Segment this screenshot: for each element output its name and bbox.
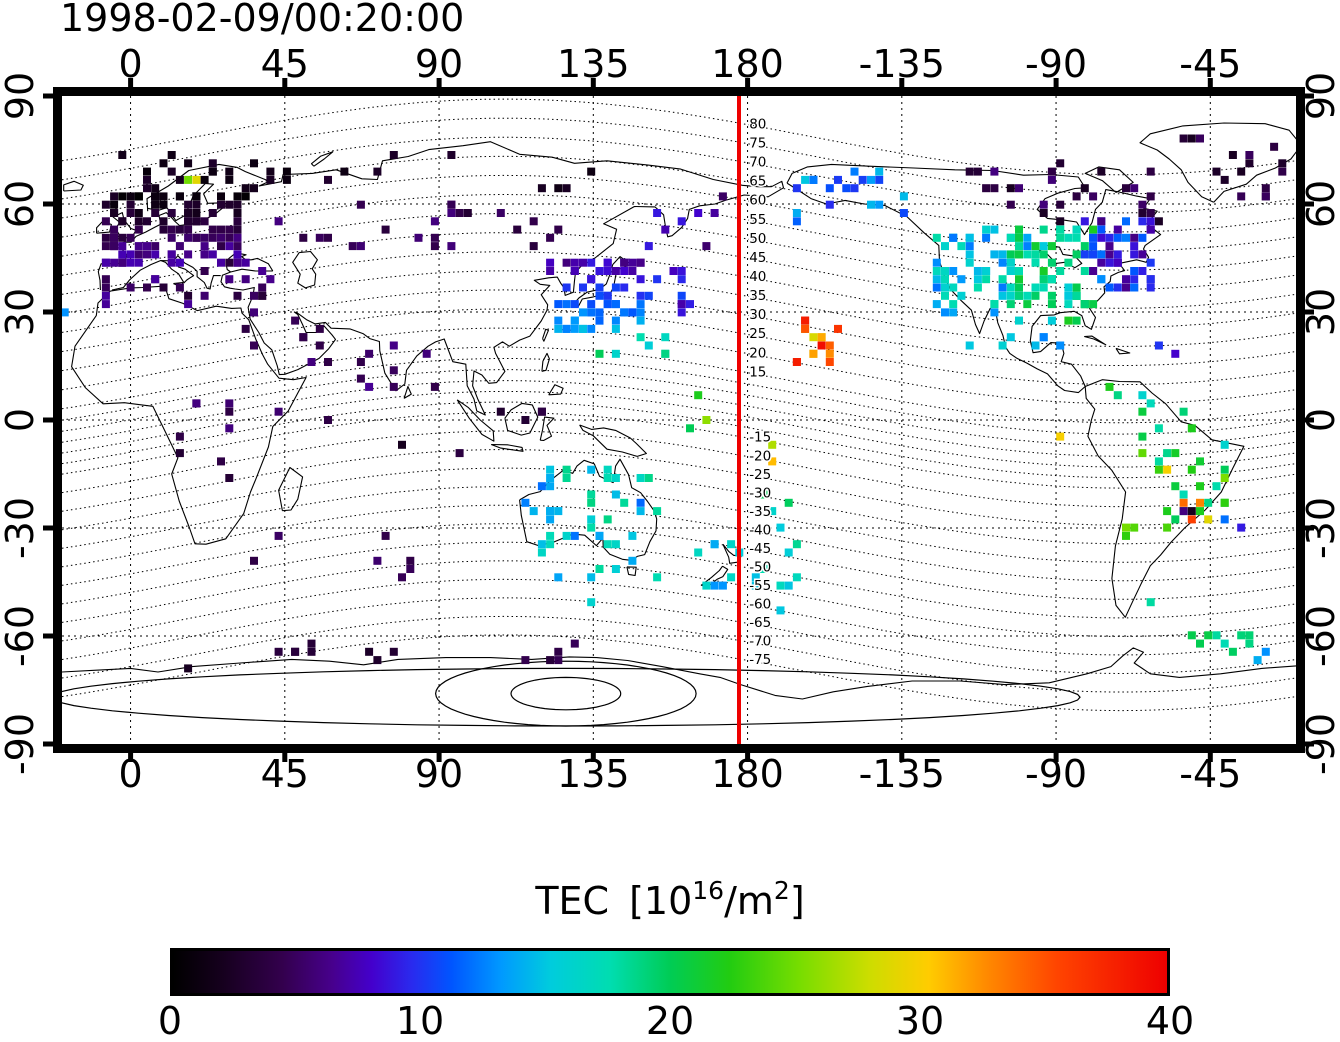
lon-tick-bottom-180: 180 (711, 752, 784, 796)
colorbar-tick-0: 0 (157, 999, 183, 1042)
plot-frame (53, 87, 1305, 753)
lat-tick-right--30: -30 (1299, 496, 1340, 560)
svg-text:-20: -20 (749, 448, 771, 464)
svg-text:30: 30 (749, 307, 766, 323)
lon-tick-top-180: 180 (711, 42, 784, 86)
lat-tick-right--60: -60 (1299, 604, 1340, 668)
tec-data-points (62, 134, 1287, 673)
lat-tick-left--30: -30 (0, 496, 42, 560)
svg-text:-60: -60 (749, 597, 771, 613)
lon-tick-top--135: -135 (858, 42, 945, 86)
lat-tick-left-0: 0 (0, 407, 42, 433)
colorbar-unit-exp2: 2 (773, 876, 790, 905)
plot-area: 80 75 70 65 60 55 50 45 40 35 30 25 20 15 -15 -20 -25 -30… (62, 96, 1296, 744)
svg-text:-40: -40 (749, 522, 771, 538)
lon-tick-top-135: 135 (557, 42, 630, 86)
contour-labels: 80 75 70 65 60 55 50 45 40 35 30 25 20 15 -15 -20 -25 -30… (748, 115, 773, 670)
lat-tick-right--90: -90 (1299, 712, 1340, 776)
svg-text:35: 35 (749, 288, 766, 304)
svg-text:-45: -45 (749, 541, 771, 557)
svg-text:-70: -70 (749, 634, 771, 650)
svg-text:60: 60 (749, 193, 766, 209)
colorbar-tick-10: 10 (395, 999, 445, 1042)
lat-tick-right-30: 30 (1299, 287, 1340, 337)
lat-tick-left-30: 30 (0, 287, 42, 337)
svg-text:-55: -55 (749, 578, 771, 594)
lon-tick-bottom-45: 45 (260, 752, 309, 796)
axis-tick-marks (43, 78, 1314, 762)
lon-tick-top-0: 0 (118, 42, 143, 86)
colorbar-title: TEC [1016/m2] (170, 878, 1170, 923)
colorbar-unit-mid: /m (724, 879, 774, 923)
svg-text:-50: -50 (749, 560, 771, 576)
colorbar-tick-40: 40 (1145, 999, 1195, 1042)
colorbar (170, 948, 1170, 996)
lon-tick-top--45: -45 (1179, 42, 1242, 86)
svg-text:-15: -15 (749, 430, 771, 446)
lon-tick-bottom--45: -45 (1179, 752, 1242, 796)
lat-tick-left-90: 90 (0, 71, 42, 121)
lon-tick-top--90: -90 (1025, 42, 1088, 86)
svg-text:50: 50 (749, 231, 766, 247)
colorbar-title-text: TEC (535, 879, 610, 923)
svg-text:-25: -25 (749, 467, 771, 483)
svg-text:15: 15 (749, 364, 766, 380)
polar-closed-contours (62, 660, 1081, 727)
lon-tick-bottom-0: 0 (118, 752, 143, 796)
coastlines (62, 122, 1296, 700)
svg-text:20: 20 (749, 345, 766, 361)
lon-tick-bottom-135: 135 (557, 752, 630, 796)
svg-text:45: 45 (749, 250, 766, 266)
svg-text:-65: -65 (749, 615, 771, 631)
svg-text:70: 70 (749, 155, 766, 171)
graticule-grid (62, 96, 1296, 744)
lat-tick-left--60: -60 (0, 604, 42, 668)
timestamp: 1998-02-09/00:20:00 (60, 0, 465, 40)
lat-tick-left-60: 60 (0, 179, 42, 229)
lat-tick-right-90: 90 (1299, 71, 1340, 121)
colorbar-tick-30: 30 (895, 999, 945, 1042)
lon-tick-top-90: 90 (414, 42, 464, 86)
svg-text:80: 80 (749, 116, 766, 132)
lon-tick-bottom--90: -90 (1025, 752, 1088, 796)
svg-text:75: 75 (749, 135, 766, 151)
svg-text:40: 40 (749, 269, 766, 285)
lon-tick-top-45: 45 (260, 42, 309, 86)
svg-text:-75: -75 (749, 652, 771, 668)
lon-tick-bottom-90: 90 (414, 752, 464, 796)
colorbar-unit-prefix: [10 (629, 879, 693, 923)
svg-text:55: 55 (749, 212, 766, 228)
colorbar-unit-exp1: 16 (692, 876, 725, 905)
lat-tick-right-60: 60 (1299, 179, 1340, 229)
colorbar-tick-20: 20 (645, 999, 695, 1042)
colorbar-unit-suffix: ] (789, 879, 805, 923)
lat-tick-right-0: 0 (1299, 407, 1340, 433)
svg-text:65: 65 (749, 174, 766, 190)
red-meridian-line (737, 96, 741, 744)
lon-tick-bottom--135: -135 (858, 752, 945, 796)
svg-text:-30: -30 (749, 485, 771, 501)
lat-tick-left--90: -90 (0, 712, 42, 776)
svg-text:-35: -35 (749, 504, 771, 520)
svg-text:25: 25 (749, 326, 766, 342)
